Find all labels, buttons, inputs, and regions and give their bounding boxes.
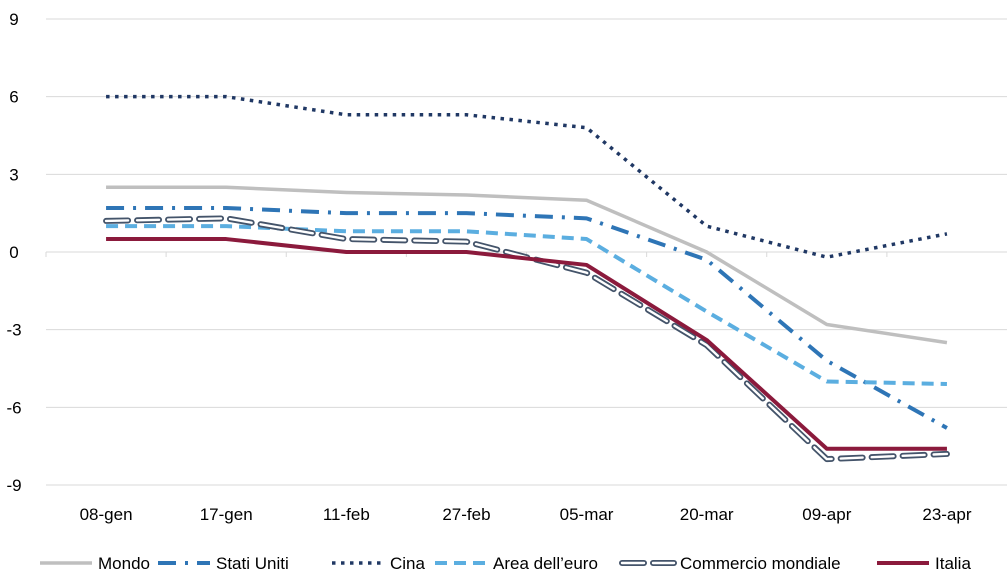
- series-line: [103, 215, 950, 463]
- legend-label: Commercio mondiale: [680, 554, 841, 573]
- y-tick-label: -3: [6, 321, 21, 340]
- legend-item: Commercio mondiale: [619, 554, 841, 573]
- legend-item: Cina: [332, 554, 426, 573]
- legend-label: Mondo: [98, 554, 150, 573]
- series-italia: [106, 237, 947, 451]
- legend-label: Italia: [935, 554, 971, 573]
- legend-item: Italia: [877, 554, 971, 573]
- legend-item: Area dell’euro: [435, 554, 598, 573]
- series-line: [106, 94, 948, 259]
- y-tick-label: 6: [9, 88, 18, 107]
- series-lines: [103, 94, 950, 463]
- y-tick-label: -9: [6, 476, 21, 495]
- legend-label: Cina: [390, 554, 426, 573]
- series-line: [106, 224, 947, 387]
- legend-item: Mondo: [40, 554, 150, 573]
- x-tick-label: 08-gen: [80, 505, 133, 524]
- x-tick-label: 05-mar: [560, 505, 614, 524]
- series-line: [106, 185, 948, 345]
- x-tick-label: 20-mar: [680, 505, 734, 524]
- legend-label: Stati Uniti: [216, 554, 289, 573]
- y-tick-label: 9: [9, 10, 18, 29]
- legend-label: Area dell’euro: [493, 554, 598, 573]
- x-tick-label: 09-apr: [802, 505, 851, 524]
- x-tick-label: 11-feb: [323, 505, 370, 524]
- x-tick-label: 27-feb: [442, 505, 490, 524]
- x-tick-label: 17-gen: [200, 505, 253, 524]
- series-line: [106, 237, 947, 451]
- x-axis-tick-labels: 08-gen 17-gen 11-feb 27-feb 05-mar 20-mar 09-a…: [80, 505, 972, 524]
- y-tick-label: 3: [9, 165, 18, 184]
- series-cina: [106, 94, 948, 259]
- x-tick-label: 23-apr: [922, 505, 971, 524]
- y-axis-tick-labels: 9 6 3 0 -3 -6 -9: [6, 10, 21, 495]
- y-tick-label: -6: [6, 398, 21, 417]
- series-commercio-mondiale: [103, 215, 950, 463]
- gridlines: [45, 18, 1007, 486]
- legend: Mondo Stati Uniti Cina Area dell’euro Commer…: [40, 554, 971, 573]
- series-area-dell-euro: [106, 224, 947, 387]
- series-mondo: [106, 185, 948, 345]
- y-tick-label: 0: [9, 243, 18, 262]
- legend-item: Stati Uniti: [158, 554, 289, 573]
